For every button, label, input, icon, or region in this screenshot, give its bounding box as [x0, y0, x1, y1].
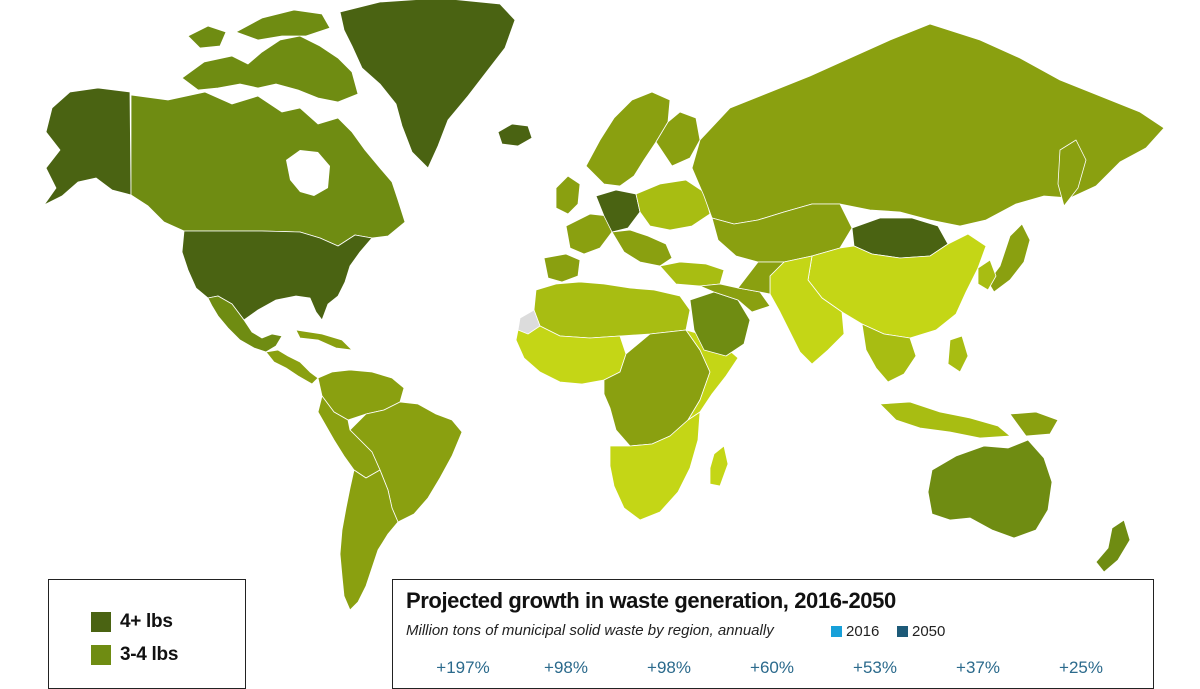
new-guinea	[1009, 411, 1059, 437]
eastern-europe	[635, 179, 711, 231]
central-america	[265, 349, 319, 385]
growth-label: +98%	[544, 658, 588, 677]
legend-swatch-4plus	[91, 612, 111, 632]
canada-region	[130, 91, 406, 247]
germany-central-europe	[595, 189, 641, 233]
arctic-islands	[181, 35, 359, 103]
growth-label: +197%	[436, 658, 490, 677]
greenland-region	[339, 0, 516, 169]
kamchatka	[1057, 139, 1087, 207]
central-asia	[711, 203, 853, 263]
finland-region	[655, 111, 701, 167]
growth-label: +25%	[1059, 658, 1103, 677]
legend-label: 3-4 lbs	[120, 644, 179, 665]
chart-title: Projected growth in waste generation, 20…	[406, 588, 896, 613]
growth-label: +53%	[853, 658, 897, 677]
iberia	[543, 253, 581, 283]
waste-growth-chart: Projected growth in waste generation, 20…	[392, 579, 1154, 689]
iceland-region	[497, 123, 533, 147]
usa-region	[181, 230, 373, 321]
southern-africa	[609, 411, 701, 521]
caribbean-islands	[295, 329, 353, 351]
mexico-region	[207, 295, 283, 353]
arctic-island-nw	[187, 25, 227, 49]
growth-label: +37%	[956, 658, 1000, 677]
legend-item-3to4: 3-4 lbs	[91, 643, 178, 667]
turkey-region	[659, 261, 725, 287]
series-label-2050: 2050	[912, 623, 946, 640]
western-sahara	[517, 309, 541, 335]
north-africa	[533, 281, 691, 339]
series-swatch-2050	[897, 626, 908, 637]
legend-item-4plus: 4+ lbs	[91, 610, 173, 634]
argentina-chile	[339, 469, 399, 611]
iran-region	[737, 261, 785, 295]
korea-region	[977, 259, 997, 291]
southeast-asia	[861, 323, 917, 383]
legend-label: 4+ lbs	[120, 611, 173, 632]
australia-region	[927, 439, 1053, 539]
italy-balkans	[611, 229, 673, 267]
russia-region	[691, 23, 1165, 227]
chart-subtitle: Million tons of municipal solid waste by…	[406, 622, 774, 639]
arctic-island-north	[235, 9, 331, 41]
series-swatch-2016	[831, 626, 842, 637]
china-region	[807, 233, 987, 339]
series-legend-2050: 2050	[897, 623, 945, 640]
hudson-bay	[286, 150, 330, 196]
growth-label: +98%	[647, 658, 691, 677]
philippines	[947, 335, 969, 373]
map-legend: 4+ lbs 3-4 lbs	[48, 579, 246, 689]
series-label-2016: 2016	[846, 623, 880, 640]
india-region	[769, 255, 845, 365]
series-legend-2016: 2016	[831, 623, 879, 640]
indonesia-region	[879, 401, 1011, 439]
japan-region	[987, 223, 1031, 293]
france-western-europe	[565, 213, 613, 255]
new-zealand	[1095, 519, 1131, 573]
uk-ireland	[555, 175, 581, 215]
alaska-region	[43, 87, 132, 206]
legend-swatch-3to4	[91, 645, 111, 665]
madagascar	[709, 445, 729, 487]
growth-label: +60%	[750, 658, 794, 677]
